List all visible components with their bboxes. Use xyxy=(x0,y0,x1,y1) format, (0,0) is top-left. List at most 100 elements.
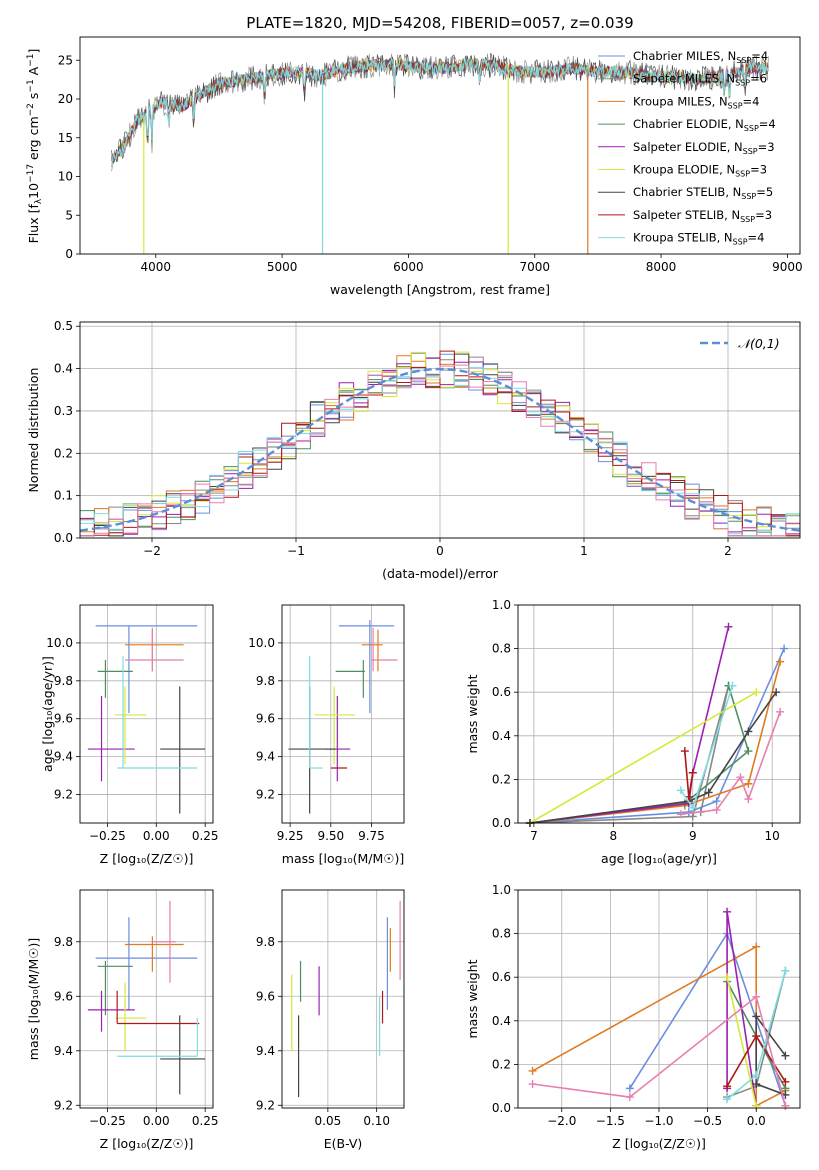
y-tick-label: 0.6 xyxy=(492,970,511,984)
mass-weight-series xyxy=(723,973,761,1110)
x-axis-label: Z [log₁₀(Z/Z☉)] xyxy=(612,1136,706,1151)
y-tick-label: 1.0 xyxy=(492,883,511,897)
y-tick-label: 0.1 xyxy=(54,489,73,503)
mass-weight-line xyxy=(684,751,694,797)
mass-weight-marker xyxy=(712,797,721,806)
error-bar-point xyxy=(338,620,395,714)
axes-frame xyxy=(281,604,405,824)
error-bar-point xyxy=(124,629,184,672)
panel-age_vs_Z: −0.25 0.00 0.25 9.2 9.4 9.6 9.8 10.0 Z [log₁₀(Z/… xyxy=(40,604,219,866)
y-tick-label: 9.2 xyxy=(256,1098,275,1112)
x-tick-label: −1.5 xyxy=(596,1114,625,1128)
y-tick-label: 0.4 xyxy=(492,1014,511,1028)
error-bar-point xyxy=(115,982,147,1051)
mass-weight-marker xyxy=(723,1095,732,1104)
x-tick-label: −0.25 xyxy=(89,1114,126,1128)
x-tick-label: 0.10 xyxy=(363,1114,390,1128)
x-tick-label: 10 xyxy=(765,829,780,843)
y-tick-label: 0.0 xyxy=(54,531,73,545)
y-tick-label: 0.0 xyxy=(492,816,511,830)
mass-weight-marker xyxy=(781,966,790,975)
error-bar-point xyxy=(124,627,184,672)
error-bar-point xyxy=(361,629,383,672)
mass-weight-line xyxy=(529,685,730,824)
y-tick-label: 9.6 xyxy=(54,712,73,726)
plot-area xyxy=(291,900,401,1098)
mass-weight-marker xyxy=(744,727,753,736)
x-tick-label: 9.75 xyxy=(358,829,385,843)
gaussian-curve xyxy=(80,367,800,532)
x-axis-label: Z [log₁₀(Z/Z☉)] xyxy=(100,1136,194,1151)
legend-entry: Kroupa MILES, NSSP=4 xyxy=(633,94,759,110)
mass-weight-marker xyxy=(752,688,761,697)
mass-weight-marker xyxy=(781,1051,790,1060)
legend-entry: Chabrier ELODIE, NSSP=4 xyxy=(633,117,776,133)
x-tick-label: −0.5 xyxy=(693,1114,722,1128)
x-axis-label: (data-model)/error xyxy=(382,566,499,581)
x-tick-label: 7 xyxy=(530,829,538,843)
legend-entry: 𝒩(0,1) xyxy=(738,336,780,351)
x-tick-label: 9.25 xyxy=(277,829,304,843)
y-tick-label: 9.8 xyxy=(256,674,275,688)
axes-frame xyxy=(517,604,801,824)
x-tick-label: 1 xyxy=(580,544,588,558)
x-tick-label: −1 xyxy=(287,544,305,558)
figure-title: PLATE=1820, MJD=54208, FIBERID=0057, z=0… xyxy=(246,14,633,32)
residual-histogram xyxy=(80,350,800,537)
mass-weight-marker xyxy=(772,688,781,697)
error-bar-point xyxy=(97,960,133,1016)
mass-weight-marker xyxy=(712,805,721,814)
axes-frame xyxy=(79,604,214,824)
y-tick-label: 9.2 xyxy=(256,788,275,802)
y-tick-label: 9.6 xyxy=(54,989,73,1003)
y-tick-label: 9.6 xyxy=(256,712,275,726)
mass-weight-marker xyxy=(744,795,753,804)
x-tick-label: 0 xyxy=(436,544,444,558)
mass-weight-marker xyxy=(744,779,753,788)
mass-weight-line xyxy=(755,1013,787,1096)
error-bar-point xyxy=(116,990,200,1025)
x-tick-label: 9.50 xyxy=(317,829,344,843)
mass-weight-marker xyxy=(528,1066,537,1075)
y-tick-label: 9.4 xyxy=(256,1044,275,1058)
y-tick-label: 0 xyxy=(65,247,73,261)
legend-entry: Salpeter MILES, NSSP=6 xyxy=(633,72,767,88)
x-tick-label: 6000 xyxy=(393,260,424,274)
y-tick-label: 0.4 xyxy=(54,362,73,376)
y-tick-label: 10 xyxy=(58,170,73,184)
legend-entry: Chabrier STELIB, NSSP=5 xyxy=(633,185,773,201)
x-tick-label: 8 xyxy=(610,829,618,843)
mass-weight-marker xyxy=(676,786,685,795)
mass-weight-series xyxy=(680,747,697,801)
mass-weight-marker xyxy=(688,803,697,812)
mass-weight-marker xyxy=(744,747,753,756)
x-tick-label: 0.00 xyxy=(143,1114,170,1128)
mass-weight-marker xyxy=(776,657,785,666)
legend-entry: Chabrier MILES, NSSP=4 xyxy=(633,49,768,65)
y-axis-label: Flux [fλ10−17 erg cm−2 s−1 A−1] xyxy=(26,49,44,244)
x-tick-label: −2.0 xyxy=(547,1114,576,1128)
mass-weight-marker xyxy=(728,681,737,690)
plot-area xyxy=(80,350,800,537)
x-tick-label: 7000 xyxy=(519,260,550,274)
error-bar-point xyxy=(160,1015,206,1095)
plot-area xyxy=(528,907,790,1110)
mass-weight-marker xyxy=(781,1101,790,1110)
y-tick-label: 9.8 xyxy=(54,674,73,688)
y-tick-label: 9.8 xyxy=(54,935,73,949)
axes-frame xyxy=(281,889,405,1109)
y-tick-label: 25 xyxy=(58,53,73,67)
y-tick-label: 0.5 xyxy=(54,319,73,333)
y-tick-label: 0.0 xyxy=(492,1101,511,1115)
panel-age_vs_mass: 9.25 9.50 9.75 9.2 9.4 9.6 9.8 10.0 mass [log₁₀(… xyxy=(248,604,405,866)
legend-entry: Salpeter STELIB, NSSP=3 xyxy=(633,208,772,224)
mass-weight-marker xyxy=(723,1082,732,1091)
x-tick-label: −1.0 xyxy=(644,1114,673,1128)
mass-weight-marker xyxy=(781,1077,790,1086)
x-tick-label: 0.00 xyxy=(143,829,170,843)
error-bar-point xyxy=(117,656,198,769)
x-tick-label: 4000 xyxy=(141,260,172,274)
panel-spectrum: 4000 5000 6000 7000 8000 9000 0 5 10 15 20 25 wavele… xyxy=(26,36,803,297)
axes-frame xyxy=(79,889,214,1109)
